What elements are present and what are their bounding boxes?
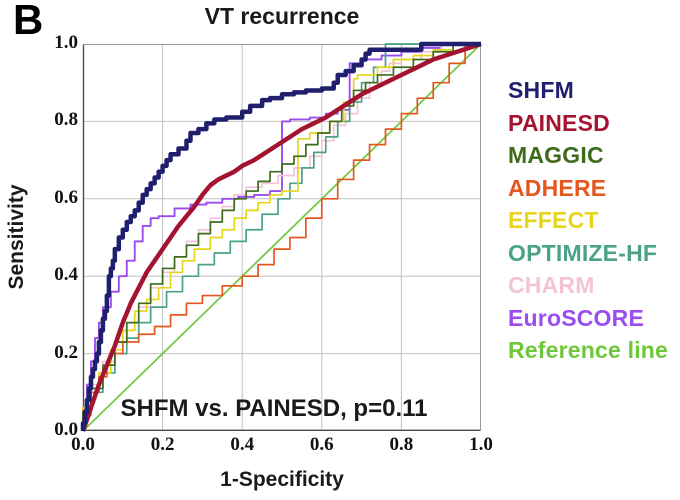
series-effect	[82, 43, 481, 431]
series-reference-line	[82, 43, 482, 432]
legend-item-maggic: MAGGIC	[508, 142, 604, 168]
y-axis-label: Sensitivity	[5, 184, 28, 290]
x-tick-label: 0.2	[150, 434, 175, 455]
x-tick-label: 0.0	[71, 434, 95, 455]
x-axis-label: 1-Specificity	[220, 468, 344, 491]
x-tick-label: 0.8	[389, 434, 414, 455]
legend-item-painesd: PAINESD	[508, 109, 610, 136]
y-tick-label: 0.4	[54, 264, 78, 286]
legend-item-shfm: SHFM	[508, 77, 574, 103]
x-tick-label: 0.4	[230, 434, 255, 455]
series-painesd	[80, 41, 482, 432]
legend: SHFM PAINESD MAGGIC ADHERE EFFECT OPTIMIZE-HF…	[508, 74, 668, 367]
comparison-annotation: SHFM vs. PAINESD, p=0.11	[120, 395, 428, 422]
y-tick-label: 0.2	[54, 341, 78, 363]
series-maggic	[82, 43, 481, 431]
legend-item-euroscore: EuroSCORE	[508, 304, 644, 331]
y-tick-label: 0.8	[54, 109, 78, 131]
roc-plot	[80, 41, 482, 432]
legend-item-adhere: ADHERE	[508, 174, 607, 201]
legend-item-optimize-hf: OPTIMIZE-HF	[508, 239, 658, 266]
panel-label: B	[13, 0, 44, 43]
legend-item-reference-line: Reference line	[508, 337, 669, 363]
legend-item-charm: CHARM	[508, 272, 595, 298]
y-tick-label: 0.6	[54, 186, 78, 208]
chart-title: VT recurrence	[204, 3, 360, 29]
x-tick-label: 0.6	[309, 434, 334, 455]
y-tick-label: 0.0	[54, 419, 78, 440]
legend-item-effect: EFFECT	[508, 207, 599, 233]
x-tick-label: 1.0	[469, 434, 493, 455]
series-shfm	[80, 41, 481, 431]
y-tick-label: 1.0	[54, 32, 78, 53]
